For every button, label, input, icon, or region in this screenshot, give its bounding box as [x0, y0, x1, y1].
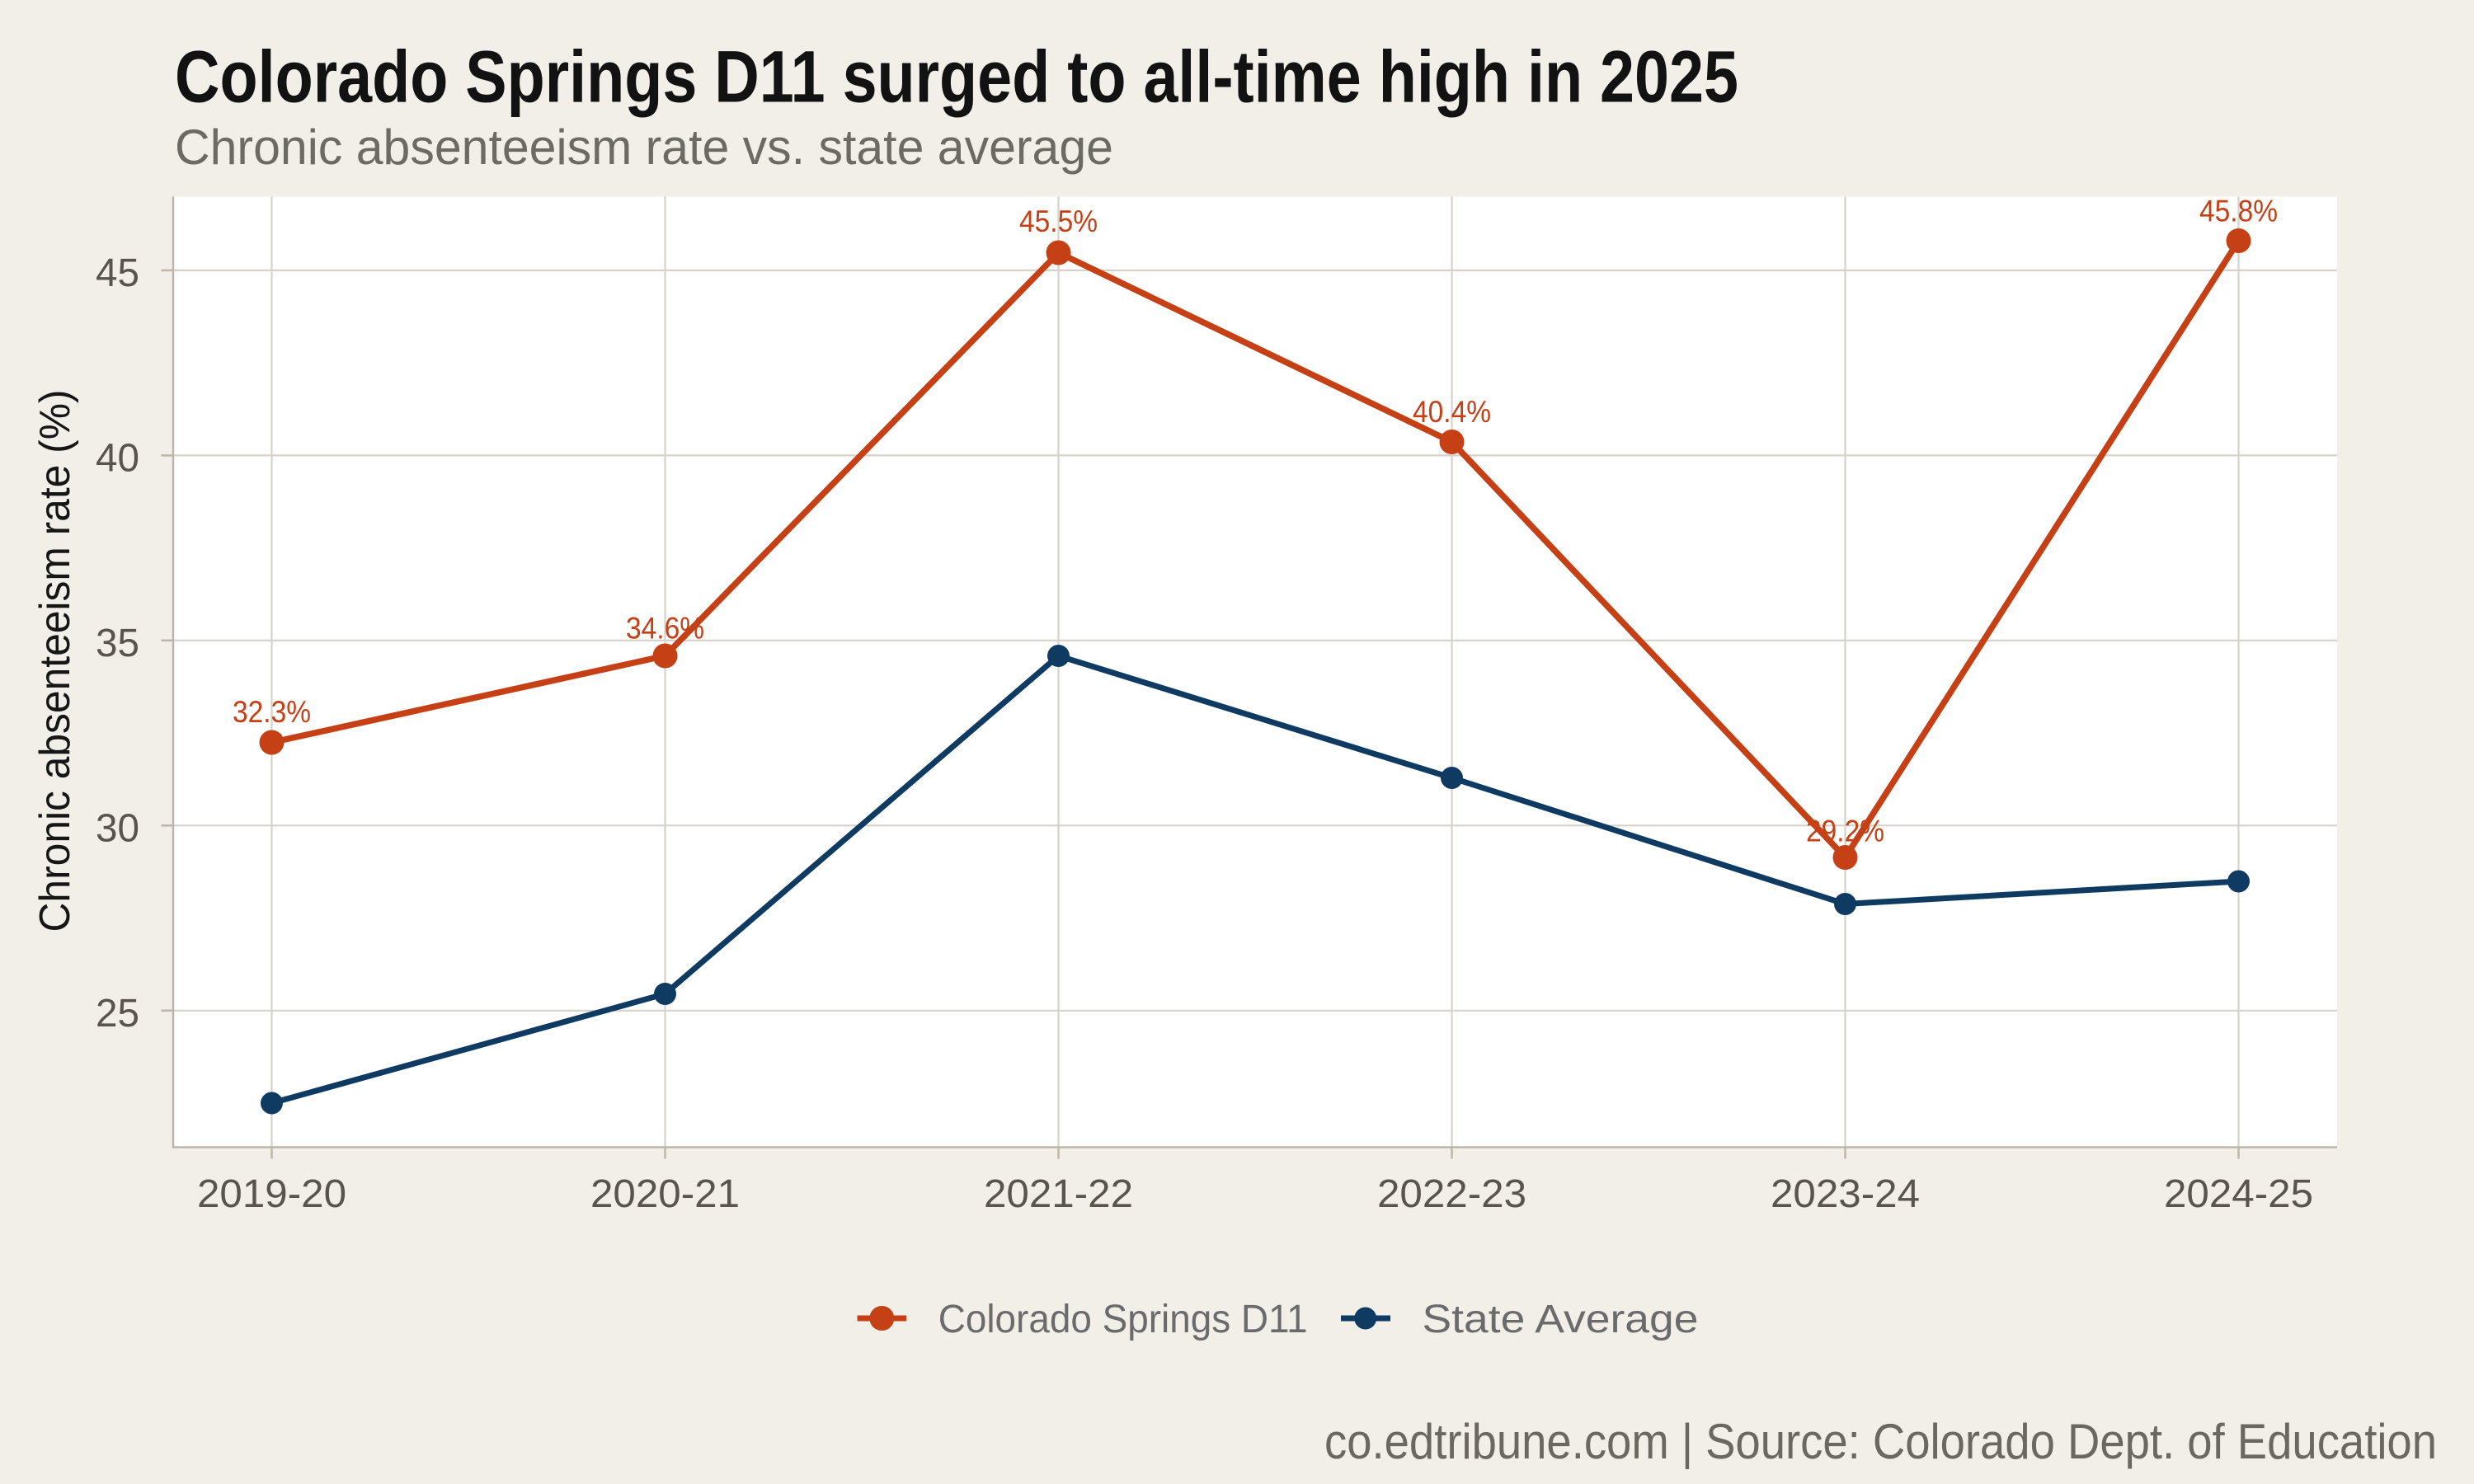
svg-text:Chronic absenteeism rate vs. s: Chronic absenteeism rate vs. state avera…	[175, 120, 1113, 175]
svg-text:2022-23: 2022-23	[1377, 1172, 1526, 1216]
svg-text:co.edtribune.com | Source: Col: co.edtribune.com | Source: Colorado Dept…	[1324, 1414, 2437, 1469]
svg-text:25: 25	[96, 991, 139, 1036]
svg-text:45.5%: 45.5%	[1019, 204, 1098, 238]
svg-text:2024-25: 2024-25	[2164, 1172, 2313, 1216]
svg-text:Chronic absenteeism rate (%): Chronic absenteeism rate (%)	[31, 390, 79, 932]
svg-text:2019-20: 2019-20	[197, 1172, 346, 1216]
svg-text:30: 30	[96, 805, 139, 850]
svg-text:State Average: State Average	[1423, 1297, 1699, 1341]
svg-text:45: 45	[96, 251, 139, 295]
svg-text:35: 35	[96, 621, 139, 665]
svg-text:Colorado Springs D11: Colorado Springs D11	[938, 1297, 1308, 1341]
svg-text:2020-21: 2020-21	[590, 1172, 740, 1216]
svg-text:40.4%: 40.4%	[1413, 394, 1491, 429]
svg-text:40: 40	[96, 435, 139, 480]
svg-text:32.3%: 32.3%	[233, 694, 311, 729]
svg-text:45.8%: 45.8%	[2199, 194, 2278, 228]
svg-text:2021-22: 2021-22	[984, 1172, 1133, 1216]
svg-text:2023-24: 2023-24	[1771, 1172, 1920, 1216]
svg-text:Colorado Springs D11 surged to: Colorado Springs D11 surged to all-time …	[175, 35, 1738, 118]
